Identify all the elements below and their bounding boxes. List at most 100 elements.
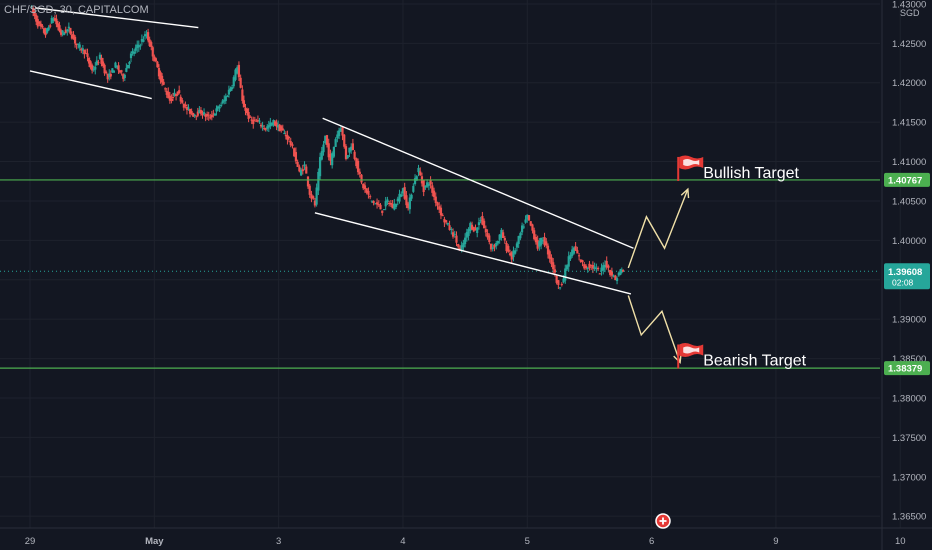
candle-body bbox=[567, 256, 570, 267]
candle-body bbox=[432, 190, 436, 197]
candle-body bbox=[351, 143, 354, 151]
candle-body bbox=[129, 53, 133, 59]
candle-body bbox=[469, 223, 472, 231]
candle-body bbox=[583, 264, 586, 269]
x-tick-label: 9 bbox=[773, 536, 778, 547]
candle-body bbox=[324, 135, 327, 144]
bearish-target[interactable]: Bearish Target bbox=[677, 343, 807, 370]
candle-body bbox=[303, 164, 306, 167]
candle-body bbox=[382, 209, 386, 211]
candle-body bbox=[443, 218, 446, 223]
candle-body bbox=[72, 34, 75, 39]
candle-body bbox=[377, 204, 380, 206]
candle-body bbox=[313, 200, 316, 206]
candle-body bbox=[299, 169, 303, 176]
symbol-label: CHF/SGD, 30, CAPITALCOM bbox=[4, 4, 149, 16]
candle-body bbox=[355, 158, 358, 167]
candle-body bbox=[476, 227, 479, 234]
candle-body bbox=[143, 34, 147, 37]
candle-body bbox=[363, 185, 367, 190]
candle-body bbox=[38, 21, 41, 24]
price-axis[interactable]: 1.43000 1.42500 1.42000 1.41500 1.41000 1.405… bbox=[881, 0, 930, 550]
candle-body bbox=[267, 125, 270, 128]
candle-body bbox=[460, 245, 463, 251]
candle-body bbox=[179, 96, 182, 102]
candle-body bbox=[581, 260, 584, 262]
candle-body bbox=[369, 196, 372, 198]
candle-body bbox=[154, 58, 157, 62]
candle-body bbox=[244, 107, 247, 111]
upper-wedge-line[interactable] bbox=[322, 117, 634, 249]
candle-body bbox=[550, 257, 553, 265]
candle-body bbox=[45, 28, 49, 33]
trendlines[interactable] bbox=[29, 7, 634, 295]
candle-body bbox=[356, 160, 360, 173]
candle-body bbox=[305, 166, 308, 174]
candle-body bbox=[232, 77, 235, 87]
lower-channel-line-1[interactable] bbox=[29, 70, 152, 100]
candle-body bbox=[600, 267, 603, 272]
projection-paths[interactable] bbox=[627, 187, 690, 365]
y-tick-label: 1.37000 bbox=[892, 472, 926, 483]
candle-body bbox=[595, 268, 598, 270]
candle-body bbox=[467, 229, 470, 236]
candle-body bbox=[86, 53, 89, 57]
candle-body bbox=[344, 146, 348, 159]
bullish-projection-path[interactable] bbox=[627, 188, 689, 269]
candle-body bbox=[63, 32, 66, 35]
candle-body bbox=[61, 30, 64, 33]
upper-channel-line-1[interactable] bbox=[35, 7, 199, 29]
candle-body bbox=[510, 252, 513, 260]
candle-body bbox=[569, 254, 572, 260]
candle-body bbox=[331, 153, 334, 166]
candle-body bbox=[474, 228, 477, 230]
candle-body bbox=[557, 280, 560, 285]
bearish-projection-path-arrowhead bbox=[673, 353, 682, 365]
y-tick-label: 1.36500 bbox=[892, 512, 926, 523]
candle-body bbox=[212, 113, 215, 115]
candlestick-series bbox=[0, 5, 880, 290]
candle-body bbox=[296, 161, 299, 167]
candle-body bbox=[66, 29, 69, 32]
candle-body bbox=[555, 276, 558, 283]
candle-body bbox=[391, 204, 394, 209]
candle-body bbox=[325, 135, 329, 145]
candle-body bbox=[558, 287, 562, 289]
target-annotations[interactable]: Bullish Target Bearish Target bbox=[677, 155, 807, 370]
candle-body bbox=[241, 89, 244, 101]
candle-body bbox=[291, 144, 294, 146]
candle-body bbox=[237, 64, 241, 78]
candle-body bbox=[227, 89, 231, 95]
candle-body bbox=[488, 235, 491, 242]
horizontal-levels[interactable] bbox=[0, 179, 880, 369]
candle-body bbox=[477, 222, 481, 226]
candle-body bbox=[226, 95, 229, 97]
candle-body bbox=[431, 185, 434, 193]
candle-body bbox=[400, 194, 403, 197]
candle-body bbox=[55, 18, 58, 25]
time-axis[interactable]: 29May34569101112131617 bbox=[0, 527, 932, 547]
bullish-target[interactable]: Bullish Target bbox=[677, 155, 800, 182]
candle-body bbox=[224, 96, 227, 101]
candle-body bbox=[312, 196, 315, 199]
candle-body bbox=[346, 155, 349, 159]
candle-body bbox=[445, 220, 448, 223]
candle-body bbox=[322, 144, 325, 153]
candle-body bbox=[496, 240, 500, 244]
candle-body bbox=[270, 122, 274, 126]
candle-body bbox=[42, 28, 46, 33]
lower-wedge-line[interactable] bbox=[314, 212, 632, 295]
y-tick-label: 1.38000 bbox=[892, 393, 926, 404]
candle-body bbox=[603, 264, 607, 268]
candle-body bbox=[139, 45, 142, 47]
candle-body bbox=[609, 270, 612, 275]
candle-body bbox=[137, 45, 140, 48]
candle-body bbox=[505, 242, 508, 252]
candle-body bbox=[306, 176, 310, 187]
candle-body bbox=[426, 182, 429, 187]
bearish-projection-path[interactable] bbox=[627, 295, 681, 363]
candle-body bbox=[126, 64, 130, 69]
candle-body bbox=[159, 72, 162, 81]
